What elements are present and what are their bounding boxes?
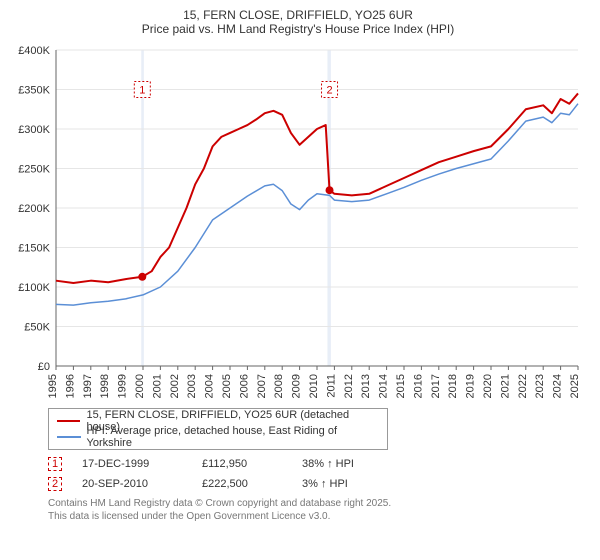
legend-label-hpi: HPI: Average price, detached house, East…: [87, 425, 380, 449]
svg-text:£250K: £250K: [18, 164, 50, 176]
footer: Contains HM Land Registry data © Crown c…: [48, 498, 588, 523]
chart-title: 15, FERN CLOSE, DRIFFIELD, YO25 6UR Pric…: [8, 8, 588, 36]
svg-text:1998: 1998: [99, 374, 111, 398]
svg-text:2004: 2004: [204, 374, 216, 398]
svg-text:2003: 2003: [186, 374, 198, 398]
svg-text:2009: 2009: [291, 374, 303, 398]
svg-text:£150K: £150K: [18, 243, 50, 255]
marker-box-icon: 2: [48, 477, 62, 491]
svg-text:2020: 2020: [482, 374, 494, 398]
legend-swatch-house: [57, 420, 80, 422]
svg-text:£300K: £300K: [18, 124, 50, 136]
svg-text:2000: 2000: [134, 374, 146, 398]
svg-text:2007: 2007: [256, 374, 268, 398]
svg-text:2001: 2001: [151, 374, 163, 398]
svg-text:1995: 1995: [47, 374, 59, 398]
marker-hpi: 38% ↑ HPI: [302, 458, 402, 470]
marker-price: £222,500: [202, 478, 302, 490]
svg-text:2021: 2021: [499, 374, 511, 398]
svg-text:£0: £0: [38, 361, 50, 373]
svg-text:1: 1: [139, 85, 145, 97]
svg-text:£400K: £400K: [18, 45, 50, 57]
svg-text:2010: 2010: [308, 374, 320, 398]
marker-date: 20-SEP-2010: [82, 478, 202, 490]
svg-text:2005: 2005: [221, 374, 233, 398]
sale-markers: 1 17-DEC-1999 £112,950 38% ↑ HPI 2 20-SE…: [48, 454, 588, 494]
svg-text:£350K: £350K: [18, 85, 50, 97]
svg-text:1997: 1997: [82, 374, 94, 398]
svg-text:2002: 2002: [169, 374, 181, 398]
marker-hpi: 3% ↑ HPI: [302, 478, 402, 490]
chart: £0 £50K £100K £150K £200K £250K £300K £350K £400…: [12, 42, 588, 402]
svg-text:2015: 2015: [395, 374, 407, 398]
svg-text:2011: 2011: [325, 374, 337, 398]
footer-line1: Contains HM Land Registry data © Crown c…: [48, 498, 588, 511]
title-address: 15, FERN CLOSE, DRIFFIELD, YO25 6UR: [8, 8, 588, 22]
svg-text:2008: 2008: [273, 374, 285, 398]
svg-text:2006: 2006: [238, 374, 250, 398]
svg-text:£200K: £200K: [18, 203, 50, 215]
svg-text:2019: 2019: [465, 374, 477, 398]
svg-text:2016: 2016: [412, 374, 424, 398]
legend-swatch-hpi: [57, 436, 81, 438]
footer-line2: This data is licensed under the Open Gov…: [48, 511, 588, 524]
chart-svg: £0 £50K £100K £150K £200K £250K £300K £350K £400…: [12, 42, 588, 402]
svg-text:2012: 2012: [343, 374, 355, 398]
sale-marker-row: 1 17-DEC-1999 £112,950 38% ↑ HPI: [48, 454, 588, 474]
sale-marker-row: 2 20-SEP-2010 £222,500 3% ↑ HPI: [48, 474, 588, 494]
legend-row-hpi: HPI: Average price, detached house, East…: [57, 429, 379, 445]
svg-text:2022: 2022: [517, 374, 529, 398]
svg-text:1996: 1996: [64, 374, 76, 398]
svg-text:1999: 1999: [117, 374, 129, 398]
svg-text:2014: 2014: [378, 374, 390, 398]
svg-text:2024: 2024: [552, 374, 564, 398]
svg-text:2017: 2017: [430, 374, 442, 398]
svg-text:2013: 2013: [360, 374, 372, 398]
title-subtitle: Price paid vs. HM Land Registry's House …: [8, 22, 588, 36]
svg-text:2018: 2018: [447, 374, 459, 398]
svg-text:2: 2: [326, 85, 332, 97]
legend: 15, FERN CLOSE, DRIFFIELD, YO25 6UR (det…: [48, 408, 388, 450]
marker-date: 17-DEC-1999: [82, 458, 202, 470]
svg-text:£50K: £50K: [24, 322, 50, 334]
svg-text:£100K: £100K: [18, 282, 50, 294]
svg-text:2025: 2025: [569, 374, 581, 398]
svg-text:2023: 2023: [534, 374, 546, 398]
marker-box-icon: 1: [48, 457, 62, 471]
marker-price: £112,950: [202, 458, 302, 470]
